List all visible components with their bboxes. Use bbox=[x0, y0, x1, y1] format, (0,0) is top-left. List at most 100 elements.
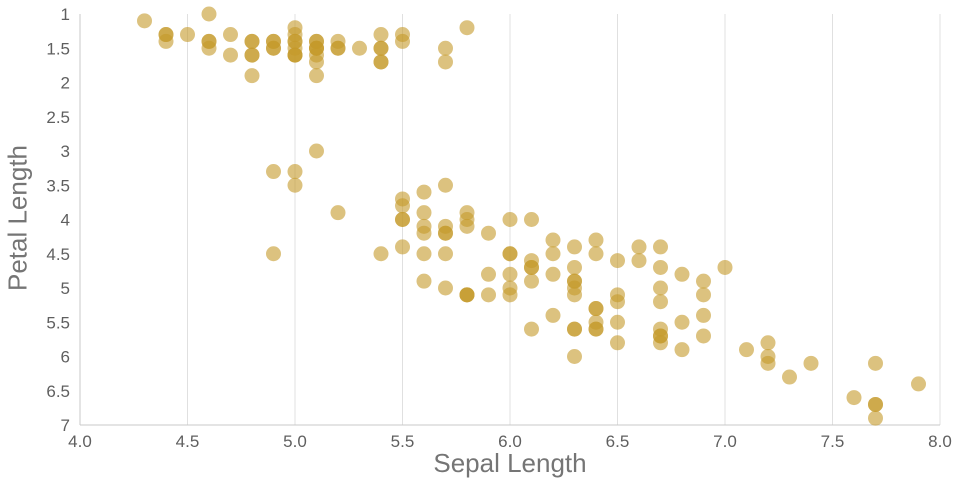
data-point bbox=[266, 33, 281, 49]
data-point bbox=[545, 232, 561, 248]
data-point bbox=[309, 143, 324, 159]
data-point bbox=[588, 314, 604, 330]
data-point bbox=[653, 294, 668, 310]
data-point bbox=[524, 253, 539, 269]
data-point bbox=[481, 287, 496, 303]
data-point bbox=[373, 27, 389, 43]
data-point bbox=[395, 27, 410, 43]
data-point bbox=[244, 68, 260, 84]
data-point bbox=[610, 335, 625, 351]
data-point bbox=[502, 280, 518, 296]
data-point bbox=[180, 27, 195, 43]
data-point bbox=[416, 273, 432, 289]
x-tick-label: 4.0 bbox=[68, 432, 92, 451]
data-point bbox=[373, 246, 389, 262]
data-point bbox=[330, 205, 346, 221]
data-point bbox=[416, 205, 432, 221]
data-point bbox=[438, 280, 453, 296]
x-tick-label: 8.0 bbox=[928, 432, 952, 451]
data-point bbox=[846, 390, 862, 406]
data-point bbox=[631, 239, 647, 255]
data-point bbox=[567, 239, 582, 255]
x-tick-label: 5.5 bbox=[391, 432, 415, 451]
y-tick-label: 1.5 bbox=[46, 39, 70, 58]
data-point bbox=[438, 246, 453, 262]
data-point bbox=[481, 225, 496, 241]
data-point bbox=[631, 253, 647, 269]
data-point bbox=[244, 47, 260, 63]
data-point bbox=[201, 6, 217, 22]
data-point bbox=[696, 328, 711, 344]
y-tick-label: 7 bbox=[61, 416, 70, 435]
data-point bbox=[266, 164, 281, 180]
data-point bbox=[373, 54, 389, 70]
y-tick-label: 1 bbox=[61, 5, 70, 24]
data-point bbox=[287, 47, 303, 63]
data-point bbox=[610, 314, 625, 330]
data-point bbox=[158, 27, 174, 43]
data-point bbox=[717, 259, 733, 275]
data-point bbox=[567, 280, 582, 296]
data-point bbox=[330, 40, 346, 56]
data-point bbox=[653, 239, 668, 255]
x-tick-label: 7.5 bbox=[821, 432, 845, 451]
data-point bbox=[416, 184, 432, 200]
data-point bbox=[868, 396, 883, 412]
data-point bbox=[782, 369, 797, 385]
data-point bbox=[502, 212, 518, 227]
data-point bbox=[868, 355, 883, 371]
x-axis-title: Sepal Length bbox=[433, 448, 587, 478]
data-point bbox=[588, 301, 604, 317]
data-point bbox=[287, 177, 303, 193]
x-tick-label: 6.0 bbox=[498, 432, 522, 451]
data-point bbox=[416, 246, 432, 262]
data-point bbox=[287, 33, 303, 49]
x-tick-label: 5.0 bbox=[283, 432, 307, 451]
y-tick-label: 3 bbox=[61, 142, 70, 161]
data-point bbox=[459, 287, 475, 303]
data-point bbox=[524, 273, 539, 289]
data-point bbox=[309, 68, 324, 84]
data-point bbox=[545, 246, 561, 262]
data-point bbox=[524, 321, 539, 337]
data-point bbox=[201, 33, 217, 49]
x-tick-label: 7.0 bbox=[713, 432, 737, 451]
data-point bbox=[696, 273, 711, 289]
y-tick-label: 5.5 bbox=[46, 313, 70, 332]
data-point bbox=[395, 239, 410, 255]
y-tick-label: 6 bbox=[61, 348, 70, 367]
data-point bbox=[567, 259, 582, 275]
data-point bbox=[395, 212, 410, 227]
data-point bbox=[610, 253, 625, 269]
data-point bbox=[588, 246, 604, 262]
data-point bbox=[674, 342, 690, 358]
data-point bbox=[223, 47, 238, 63]
y-tick-label: 3.5 bbox=[46, 176, 70, 195]
data-point bbox=[223, 27, 238, 43]
data-point bbox=[438, 54, 453, 70]
data-point bbox=[868, 410, 883, 426]
data-point bbox=[653, 280, 668, 296]
data-point bbox=[438, 40, 453, 56]
data-point bbox=[545, 307, 561, 323]
y-tick-label: 4 bbox=[61, 211, 70, 230]
data-point bbox=[416, 225, 432, 241]
y-tick-label: 5 bbox=[61, 279, 70, 298]
y-tick-label: 6.5 bbox=[46, 382, 70, 401]
data-point bbox=[459, 212, 475, 227]
data-point bbox=[760, 349, 776, 364]
data-point bbox=[502, 246, 518, 262]
data-point bbox=[803, 355, 819, 371]
data-point bbox=[373, 40, 389, 56]
data-point bbox=[309, 47, 324, 63]
data-point bbox=[502, 266, 518, 282]
data-point bbox=[524, 212, 539, 227]
data-point bbox=[545, 266, 561, 282]
data-point bbox=[653, 259, 668, 275]
data-point bbox=[481, 266, 496, 282]
y-tick-label: 4.5 bbox=[46, 245, 70, 264]
data-point bbox=[760, 335, 776, 351]
data-point bbox=[137, 13, 152, 29]
